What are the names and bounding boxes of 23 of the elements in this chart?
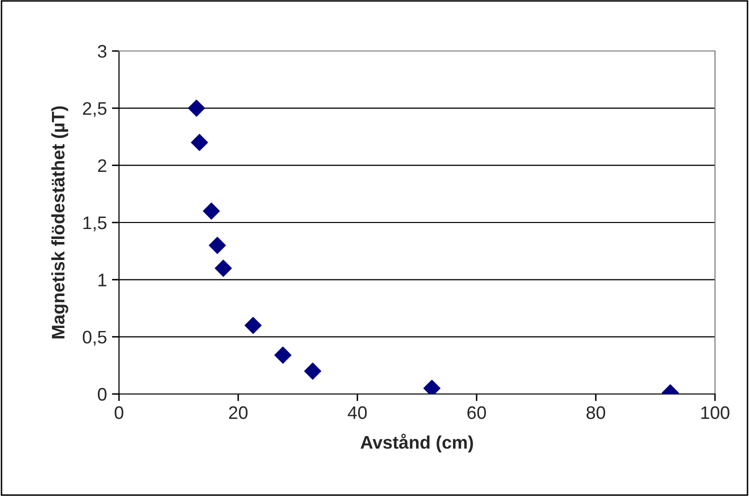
x-tick-label: 80 xyxy=(586,406,606,420)
point xyxy=(214,260,232,277)
point xyxy=(244,316,262,334)
x-tick-label: 0 xyxy=(114,406,124,420)
point xyxy=(188,100,206,117)
y-tick-label: 0 xyxy=(98,388,106,401)
y-axis-title: Magnetisk flödestäthet (µT) xyxy=(51,106,68,338)
y-tick-label: 1,5 xyxy=(83,216,106,232)
point xyxy=(274,346,292,364)
x-tick-label: 100 xyxy=(701,406,730,420)
x-tick-label: 40 xyxy=(348,406,367,420)
x-tick-label: 60 xyxy=(467,406,486,420)
point xyxy=(202,202,220,220)
y-tick-label: 2,5 xyxy=(83,102,106,118)
y-tick-label: 0,5 xyxy=(82,330,106,346)
y-tick-label: 3 xyxy=(98,44,106,58)
point xyxy=(304,362,322,380)
point xyxy=(208,236,226,254)
x-tick-label: 20 xyxy=(229,406,248,420)
y-tick-label: 2 xyxy=(98,159,106,172)
x-axis-title: Avstånd (cm) xyxy=(360,434,473,452)
y-tick-label: 1 xyxy=(98,274,106,286)
point xyxy=(190,134,208,152)
